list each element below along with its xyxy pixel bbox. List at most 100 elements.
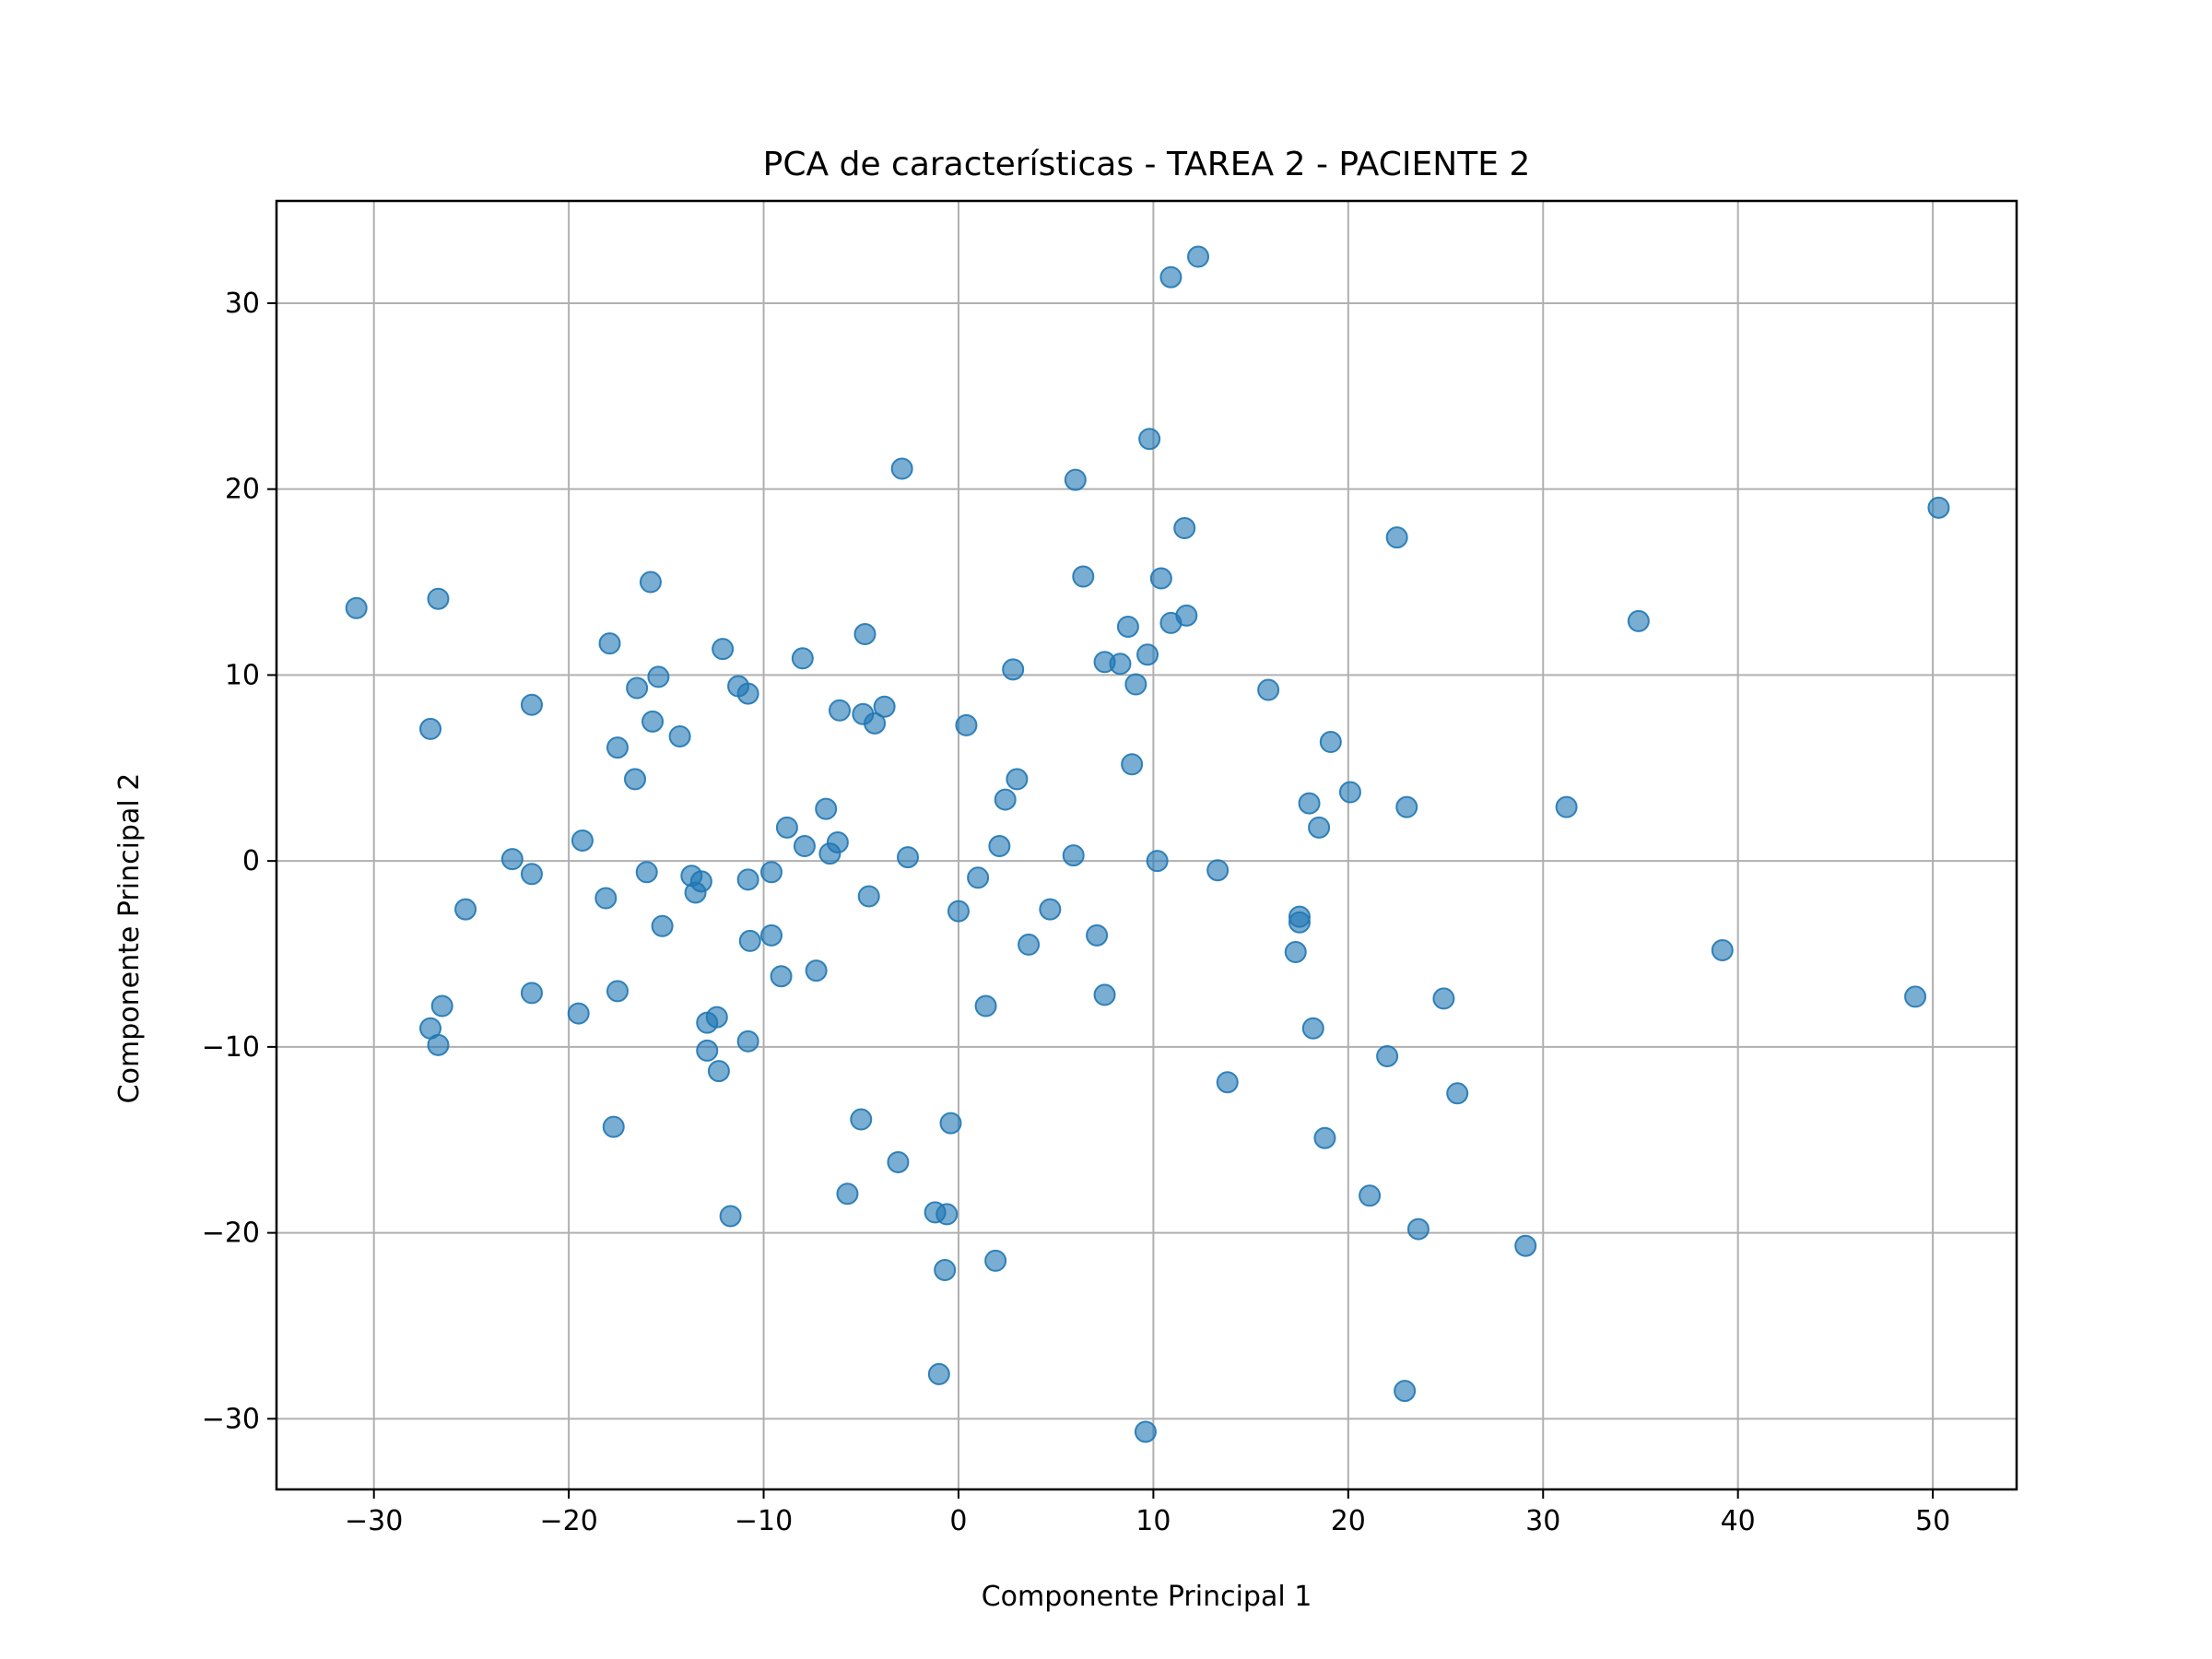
data-point: [635, 861, 658, 884]
data-point: [736, 868, 759, 891]
data-point: [1121, 753, 1144, 776]
y-tick-label: 20: [225, 474, 260, 506]
y-tick-label: 30: [225, 288, 260, 320]
x-axis-label: Componente Principal 1: [982, 1581, 1312, 1613]
data-point: [1319, 731, 1342, 754]
data-point: [873, 695, 896, 718]
data-point: [1288, 911, 1311, 934]
data-point: [707, 1060, 730, 1083]
data-point: [890, 457, 913, 480]
data-point: [850, 1108, 873, 1131]
data-point: [1187, 245, 1210, 268]
data-point: [738, 929, 761, 952]
data-point: [1904, 985, 1927, 1008]
data-point: [696, 1039, 719, 1062]
y-axis-ticks: −30 −20 −10 0 10 20 30: [202, 288, 276, 1435]
y-tick-label: 10: [225, 659, 260, 691]
data-point: [1446, 1082, 1469, 1105]
data-point: [818, 842, 841, 865]
data-point: [641, 710, 665, 733]
data-point: [719, 1205, 742, 1228]
x-tick-label: 20: [1331, 1505, 1366, 1537]
data-point: [345, 596, 368, 619]
data-point: [427, 1033, 450, 1056]
data-point: [1018, 933, 1041, 956]
data-point: [1124, 673, 1147, 696]
data-point: [793, 835, 816, 858]
y-tick-label: −20: [202, 1218, 260, 1250]
y-axis-label: Componente Principal 2: [113, 773, 146, 1104]
data-point: [1308, 816, 1331, 839]
data-point: [829, 699, 852, 722]
data-point: [939, 1112, 962, 1135]
data-points: [345, 245, 1950, 1443]
data-point: [520, 863, 543, 886]
data-point: [639, 571, 662, 594]
data-point: [967, 866, 990, 889]
data-point: [1216, 1071, 1239, 1094]
data-point: [668, 724, 691, 747]
data-point: [651, 914, 674, 937]
data-point: [1086, 924, 1109, 947]
data-point: [1313, 1126, 1336, 1149]
data-point: [805, 959, 828, 982]
data-point: [934, 1258, 957, 1281]
data-point: [1109, 653, 1132, 676]
data-point: [853, 623, 877, 646]
data-point: [1395, 795, 1418, 818]
data-point: [1301, 1017, 1324, 1040]
chart-title: PCA de características - TAREA 2 - PACIE…: [763, 146, 1531, 183]
data-point: [736, 682, 759, 705]
data-point: [1116, 615, 1139, 638]
y-tick-label: 0: [242, 845, 260, 877]
data-point: [1394, 1380, 1417, 1403]
data-point: [974, 994, 997, 1018]
data-point: [1093, 983, 1116, 1006]
data-point: [1149, 567, 1172, 590]
plot-area-frame: [275, 199, 2018, 1491]
data-point: [791, 647, 814, 670]
data-point: [624, 768, 647, 791]
data-point: [606, 736, 629, 759]
data-point: [760, 861, 783, 884]
data-point: [567, 1002, 590, 1025]
data-point: [887, 1150, 910, 1173]
data-point: [857, 885, 880, 908]
x-tick-label: 40: [1721, 1505, 1756, 1537]
data-point: [602, 1115, 625, 1138]
data-point: [1159, 611, 1182, 634]
data-point: [427, 587, 450, 610]
x-tick-label: 50: [1915, 1505, 1950, 1537]
data-point: [736, 1030, 759, 1053]
x-axis-ticks: −30 −20 −10 0 10 20 30 40 50: [345, 1489, 1950, 1537]
data-point: [1927, 496, 1950, 519]
data-point: [994, 788, 1017, 811]
x-tick-label: −20: [539, 1505, 597, 1537]
data-point: [836, 1182, 859, 1206]
data-point: [775, 816, 798, 839]
data-point: [1159, 265, 1182, 288]
data-point: [1406, 1218, 1430, 1241]
data-point: [712, 638, 735, 661]
data-point: [1072, 565, 1095, 588]
data-point: [696, 1011, 719, 1034]
data-point: [606, 980, 629, 1003]
data-point: [1376, 1044, 1399, 1067]
x-tick-label: 0: [949, 1505, 967, 1537]
data-point: [1298, 792, 1321, 815]
data-point: [594, 887, 618, 910]
data-point: [927, 1362, 950, 1385]
data-point: [1006, 768, 1029, 791]
y-tick-label: −30: [202, 1403, 260, 1435]
data-point: [684, 881, 707, 904]
data-point: [815, 797, 838, 820]
data-point: [520, 982, 543, 1005]
data-point: [1555, 795, 1578, 818]
data-point: [1136, 643, 1159, 666]
data-point: [1138, 428, 1161, 451]
data-point: [864, 712, 887, 735]
x-tick-label: −10: [735, 1505, 793, 1537]
data-point: [897, 846, 920, 869]
